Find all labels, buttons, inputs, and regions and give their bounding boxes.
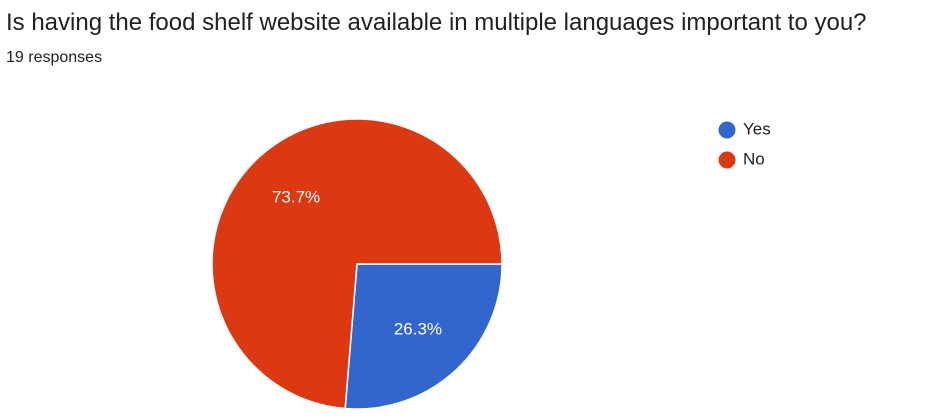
legend-marker-yes[interactable] bbox=[718, 121, 736, 139]
pie-slice-labels: 26.3% 73.7% bbox=[272, 187, 442, 338]
slice-label-yes: 26.3% bbox=[394, 320, 442, 339]
pie-slice-yes[interactable] bbox=[344, 263, 503, 410]
chart-legend: Yes No bbox=[718, 119, 771, 169]
page-title: Is having the food shelf website availab… bbox=[6, 9, 867, 36]
response-count: 19 responses bbox=[6, 49, 103, 66]
legend-marker-no[interactable] bbox=[718, 151, 736, 169]
legend-label-no[interactable]: No bbox=[743, 149, 765, 168]
legend-label-yes[interactable]: Yes bbox=[743, 119, 771, 138]
pie-slice-no[interactable] bbox=[211, 118, 503, 410]
pie-slices bbox=[211, 118, 503, 410]
slice-label-no: 73.7% bbox=[272, 187, 320, 206]
